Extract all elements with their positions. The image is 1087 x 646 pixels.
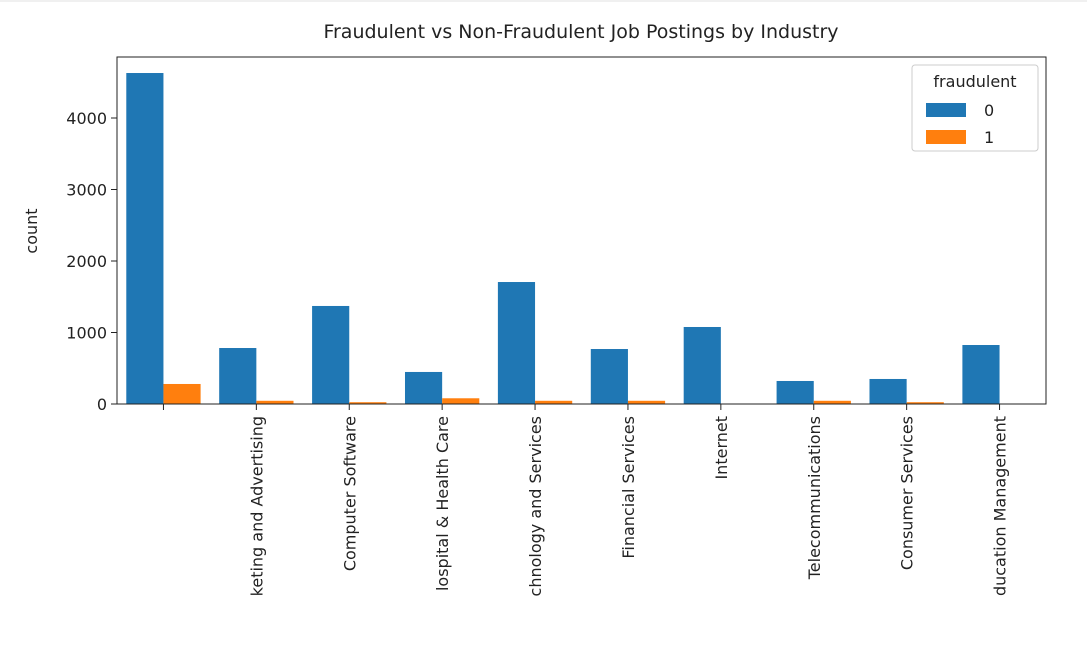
y-tick-label: 2000	[66, 252, 107, 271]
bar	[962, 345, 1000, 404]
x-tick-label: lospital & Health Care	[433, 416, 452, 591]
legend-swatch	[926, 103, 966, 117]
chart-title: Fraudulent vs Non-Fraudulent Job Posting…	[323, 21, 838, 43]
x-tick-label: Telecommunications	[805, 416, 824, 580]
bar	[219, 348, 257, 404]
bar	[776, 380, 814, 404]
bar	[869, 378, 907, 404]
legend-swatch	[926, 130, 966, 144]
bar	[535, 400, 573, 404]
bar	[906, 402, 944, 404]
legend-title: fraudulent	[933, 72, 1016, 91]
x-tick-label: ducation Management	[991, 416, 1010, 596]
bar	[627, 400, 666, 404]
y-axis-label: count	[22, 208, 41, 253]
bar	[404, 371, 443, 404]
legend-label: 1	[984, 128, 994, 147]
bar	[312, 305, 350, 404]
x-tick-label: keting and Advertising	[247, 416, 266, 596]
plot-frame	[116, 56, 1047, 405]
x-tick-label: Internet	[712, 416, 731, 480]
bar	[497, 282, 536, 404]
y-tick-label: 3000	[66, 180, 107, 199]
legend-label: 0	[984, 101, 994, 120]
bar	[256, 400, 294, 404]
bar	[590, 349, 628, 404]
x-tick-label: Consumer Services	[898, 416, 917, 570]
bar	[683, 326, 721, 404]
y-tick-label: 4000	[66, 109, 107, 128]
x-tick-label: Computer Software	[340, 416, 359, 571]
y-tick-label: 1000	[66, 323, 107, 342]
x-tick-label: chnology and Services	[526, 416, 545, 596]
x-tick-label: Financial Services	[619, 416, 638, 559]
bar	[813, 400, 851, 404]
bar	[126, 73, 164, 405]
y-tick-label: 0	[97, 395, 107, 414]
bar	[349, 402, 387, 404]
bar	[163, 383, 201, 404]
legend-box	[911, 64, 1039, 152]
bar	[442, 398, 480, 404]
